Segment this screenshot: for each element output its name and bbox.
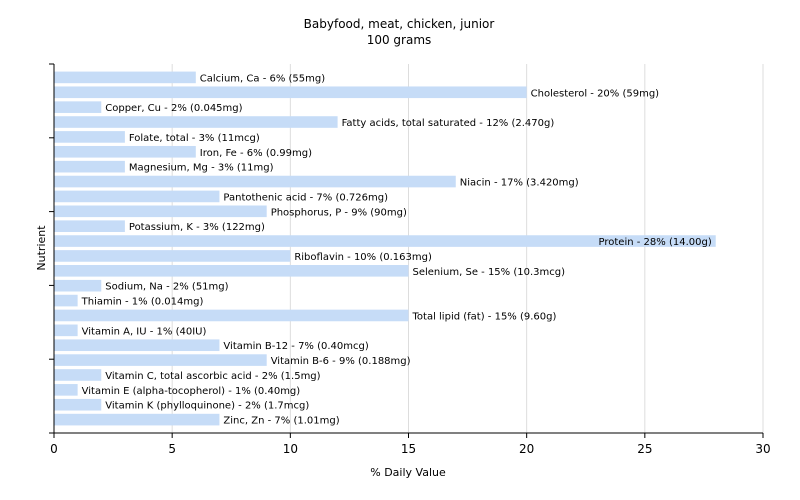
bar — [54, 413, 220, 426]
bar — [54, 265, 409, 277]
bar-label: Pantothenic acid - 7% (0.726mg) — [223, 192, 388, 203]
x-tick-label: 15 — [401, 442, 416, 456]
bar — [54, 398, 102, 411]
bar-label: Vitamin A, IU - 1% (40IU) — [82, 326, 207, 337]
bar — [54, 384, 78, 396]
chart-title: Babyfood, meat, chicken, junior — [304, 17, 495, 31]
bar-label: Vitamin B-12 - 7% (0.40mcg) — [223, 341, 368, 352]
x-tick-label: 0 — [50, 442, 58, 456]
x-tick-label: 25 — [637, 442, 652, 456]
x-tick-label: 30 — [755, 442, 770, 456]
bar — [54, 324, 78, 337]
bar — [54, 309, 409, 322]
bar — [54, 220, 125, 232]
bar-label: Thiamin - 1% (0.014mg) — [81, 297, 204, 308]
bar — [54, 369, 102, 381]
bar — [54, 205, 267, 218]
bar-label: Zinc, Zn - 7% (1.01mg) — [223, 416, 339, 427]
axes-group — [49, 63, 764, 438]
bar — [54, 175, 456, 188]
bar — [54, 101, 102, 113]
bar-label: Potassium, K - 3% (122mg) — [129, 222, 265, 233]
bar — [54, 86, 527, 99]
bar-label: Copper, Cu - 2% (0.045mg) — [105, 103, 242, 114]
bar — [54, 71, 196, 84]
bar-label: Folate, total - 3% (11mcg) — [129, 133, 260, 144]
bar-label: Calcium, Ca - 6% (55mg) — [200, 73, 325, 84]
bar-label: Vitamin K (phylloquinone) - 2% (1.7mcg) — [105, 401, 309, 412]
bar-label: Cholesterol - 20% (59mg) — [531, 88, 660, 99]
x-tick-labels: 0 5 10 15 20 25 30 — [50, 442, 770, 456]
x-tick-label: 10 — [283, 442, 298, 456]
bar-label: Fatty acids, total saturated - 12% (2.47… — [342, 118, 555, 129]
bar-label: Niacin - 17% (3.420mg) — [460, 178, 579, 189]
bar — [54, 279, 102, 292]
bar — [54, 190, 220, 203]
bars-group: Calcium, Ca - 6% (55mg) Cholesterol - 20%… — [54, 71, 716, 427]
x-tick-label: 20 — [519, 442, 534, 456]
bar-label: Vitamin C, total ascorbic acid - 2% (1.5… — [105, 371, 320, 382]
bar-label: Vitamin E (alpha-tocopherol) - 1% (0.40m… — [82, 386, 301, 397]
bar — [54, 145, 196, 158]
bar-label: Protein - 28% (14.00g) — [599, 237, 712, 248]
bar — [54, 354, 267, 366]
bar — [54, 160, 125, 173]
chart-subtitle: 100 grams — [367, 33, 432, 47]
bar-label: Total lipid (fat) - 15% (9.60g) — [412, 311, 557, 322]
bar — [54, 339, 220, 352]
bar — [54, 250, 291, 262]
y-axis-title: Nutrient — [35, 225, 48, 271]
bar-label: Riboflavin - 10% (0.163mg) — [294, 252, 432, 263]
bar-label: Phosphorus, P - 9% (90mg) — [271, 207, 407, 218]
bar-label: Magnesium, Mg - 3% (11mg) — [129, 163, 274, 174]
x-axis-title: % Daily Value — [370, 466, 446, 479]
bar-label: Selenium, Se - 15% (10.3mcg) — [413, 267, 566, 278]
x-tick-label: 5 — [168, 442, 176, 456]
bar-label: Vitamin B-6 - 9% (0.188mg) — [271, 356, 411, 367]
bar-label: Sodium, Na - 2% (51mg) — [105, 282, 228, 293]
bar — [54, 116, 338, 128]
bar — [54, 294, 78, 307]
bar — [54, 131, 125, 143]
bar-label: Iron, Fe - 6% (0.99mg) — [200, 148, 312, 159]
bar — [54, 235, 716, 247]
